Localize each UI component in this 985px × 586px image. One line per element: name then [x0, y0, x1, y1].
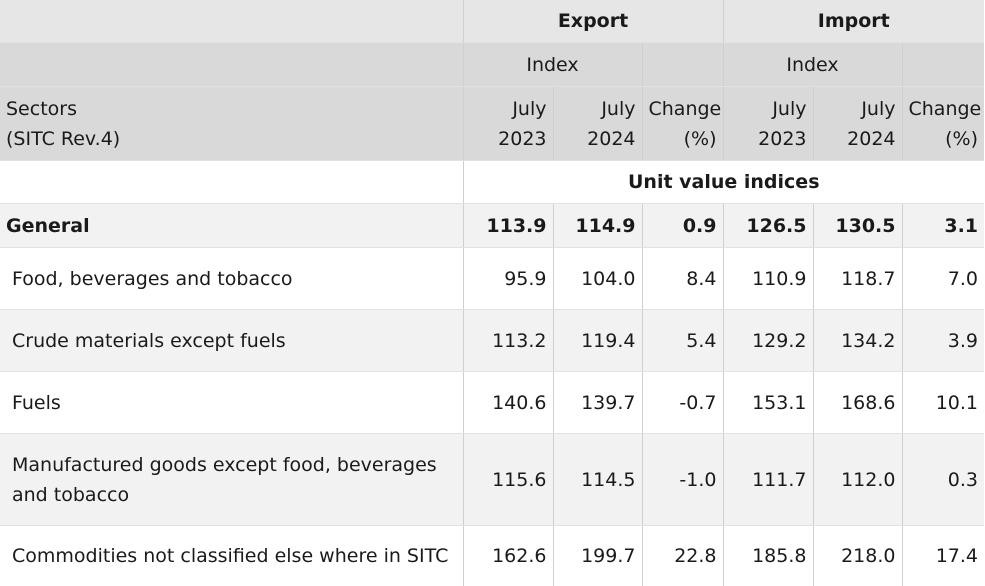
export-change-cell: 22.8 [642, 526, 723, 586]
month-label: July [560, 94, 636, 124]
row-label: Fuels [0, 372, 463, 434]
table-row: Commodities not classified else where in… [0, 526, 984, 586]
percent-label: (%) [909, 124, 979, 154]
subtitle-row: Unit value indices [0, 161, 984, 204]
header-empty-cell [902, 43, 984, 87]
export-change-header: Change (%) [642, 87, 723, 161]
export-july-2023-header: July 2023 [463, 87, 553, 161]
export-change-cell: 5.4 [642, 310, 723, 372]
export-change-cell: -1.0 [642, 434, 723, 526]
year-label: 2023 [730, 124, 807, 154]
import-2023-cell: 111.7 [723, 434, 813, 526]
export-2023-cell: 95.9 [463, 248, 553, 310]
change-label: Change [649, 94, 717, 124]
export-2023-cell: 140.6 [463, 372, 553, 434]
export-2024-cell: 114.5 [553, 434, 642, 526]
export-2024-cell: 114.9 [553, 204, 642, 248]
row-label: Manufactured goods except food, beverage… [0, 434, 463, 526]
export-change-cell: 8.4 [642, 248, 723, 310]
import-july-2023-header: July 2023 [723, 87, 813, 161]
header-row-flow: Export Import [0, 0, 984, 43]
sectors-header-line1: Sectors [6, 94, 457, 124]
import-change-cell: 17.4 [902, 526, 984, 586]
export-2024-cell: 104.0 [553, 248, 642, 310]
import-change-cell: 3.1 [902, 204, 984, 248]
unit-value-indices-subtitle: Unit value indices [463, 161, 984, 204]
import-change-cell: 0.3 [902, 434, 984, 526]
table-row: Fuels 140.6 139.7 -0.7 153.1 168.6 10.1 [0, 372, 984, 434]
year-label: 2023 [470, 124, 547, 154]
table-row: Manufactured goods except food, beverage… [0, 434, 984, 526]
year-label: 2024 [820, 124, 896, 154]
import-change-header: Change (%) [902, 87, 984, 161]
import-2023-cell: 185.8 [723, 526, 813, 586]
export-change-cell: -0.7 [642, 372, 723, 434]
sectors-header: Sectors (SITC Rev.4) [0, 87, 463, 161]
import-header: Import [723, 0, 984, 43]
export-2023-cell: 113.2 [463, 310, 553, 372]
import-2023-cell: 153.1 [723, 372, 813, 434]
export-2023-cell: 113.9 [463, 204, 553, 248]
export-header: Export [463, 0, 723, 43]
export-2024-cell: 199.7 [553, 526, 642, 586]
import-2024-cell: 218.0 [813, 526, 902, 586]
import-july-2024-header: July 2024 [813, 87, 902, 161]
row-label: Crude materials except fuels [0, 310, 463, 372]
year-label: 2024 [560, 124, 636, 154]
table-row-general: General 113.9 114.9 0.9 126.5 130.5 3.1 [0, 204, 984, 248]
import-2023-cell: 126.5 [723, 204, 813, 248]
import-change-cell: 10.1 [902, 372, 984, 434]
subtitle-empty-cell [0, 161, 463, 204]
change-label: Change [909, 94, 979, 124]
percent-label: (%) [649, 124, 717, 154]
header-row-index: Index Index [0, 43, 984, 87]
export-2024-cell: 139.7 [553, 372, 642, 434]
import-2024-cell: 130.5 [813, 204, 902, 248]
export-2024-cell: 119.4 [553, 310, 642, 372]
import-change-cell: 7.0 [902, 248, 984, 310]
import-2024-cell: 118.7 [813, 248, 902, 310]
import-2024-cell: 168.6 [813, 372, 902, 434]
table-row: Food, beverages and tobacco 95.9 104.0 8… [0, 248, 984, 310]
month-label: July [820, 94, 896, 124]
header-row-columns: Sectors (SITC Rev.4) July 2023 July 2024… [0, 87, 984, 161]
row-label: General [0, 204, 463, 248]
export-change-cell: 0.9 [642, 204, 723, 248]
export-2023-cell: 162.6 [463, 526, 553, 586]
import-2024-cell: 134.2 [813, 310, 902, 372]
month-label: July [470, 94, 547, 124]
header-empty-cell [0, 0, 463, 43]
month-label: July [730, 94, 807, 124]
export-index-header: Index [463, 43, 642, 87]
import-change-cell: 3.9 [902, 310, 984, 372]
row-label: Food, beverages and tobacco [0, 248, 463, 310]
sectors-header-line2: (SITC Rev.4) [6, 124, 457, 154]
table-row: Crude materials except fuels 113.2 119.4… [0, 310, 984, 372]
header-empty-cell [0, 43, 463, 87]
import-2023-cell: 129.2 [723, 310, 813, 372]
import-2023-cell: 110.9 [723, 248, 813, 310]
export-2023-cell: 115.6 [463, 434, 553, 526]
import-2024-cell: 112.0 [813, 434, 902, 526]
export-july-2024-header: July 2024 [553, 87, 642, 161]
header-empty-cell [642, 43, 723, 87]
import-index-header: Index [723, 43, 902, 87]
row-label: Commodities not classified else where in… [0, 526, 463, 586]
